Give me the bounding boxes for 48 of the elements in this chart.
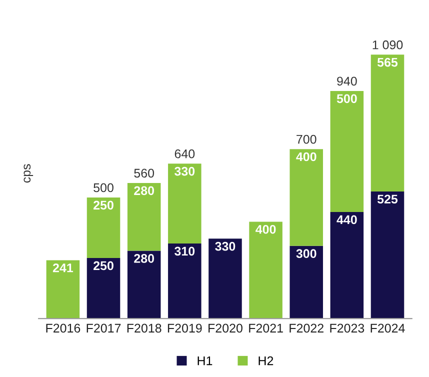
x-tick-label: F2019 xyxy=(168,324,202,333)
data-label: 280 xyxy=(134,186,154,196)
bar xyxy=(330,90,364,212)
bar xyxy=(330,212,364,319)
data-label: 250 xyxy=(94,261,114,270)
x-tick-label: F2016 xyxy=(46,324,80,333)
bar xyxy=(86,198,120,258)
bar xyxy=(168,164,202,244)
x-tick-label: F2024 xyxy=(370,324,405,333)
x-tick-label: F2023 xyxy=(330,324,364,333)
total-label: 700 xyxy=(296,134,316,144)
data-label: 241 xyxy=(52,263,74,272)
data-label: 300 xyxy=(296,249,316,258)
x-tick-label: F2017 xyxy=(86,324,121,333)
data-label: 310 xyxy=(174,246,195,256)
data-label: 525 xyxy=(377,194,398,204)
bar xyxy=(168,244,202,319)
data-label: 400 xyxy=(296,152,316,162)
legend-label: H2 xyxy=(258,356,274,366)
x-tick-label: F2018 xyxy=(127,324,162,333)
bar xyxy=(86,258,120,319)
total-label: 640 xyxy=(174,149,195,158)
x-tick-label: F2022 xyxy=(290,324,324,333)
legend-label: H1 xyxy=(198,356,212,366)
bar xyxy=(46,260,80,319)
data-label: 565 xyxy=(377,58,398,67)
total-label: 500 xyxy=(94,183,114,192)
bar xyxy=(290,149,323,246)
bar xyxy=(208,238,242,319)
total-label: 560 xyxy=(134,168,154,178)
bar xyxy=(249,222,282,319)
bar xyxy=(370,191,404,319)
y-axis-title: cps xyxy=(24,164,34,183)
total-label: 940 xyxy=(337,76,357,86)
x-tick-label: F2021 xyxy=(249,324,283,333)
data-label: 280 xyxy=(134,254,154,263)
bar xyxy=(290,246,323,319)
data-label: 330 xyxy=(174,166,195,176)
data-label: 330 xyxy=(215,242,236,251)
bar xyxy=(127,182,161,251)
bar xyxy=(370,54,404,192)
total-label: 1 090 xyxy=(372,40,403,50)
data-label: 250 xyxy=(94,200,114,210)
data-label: 500 xyxy=(336,94,357,104)
x-tick-label: F2020 xyxy=(208,324,242,333)
bar xyxy=(127,250,161,319)
data-label: 400 xyxy=(256,224,276,234)
data-label: 440 xyxy=(336,215,357,224)
